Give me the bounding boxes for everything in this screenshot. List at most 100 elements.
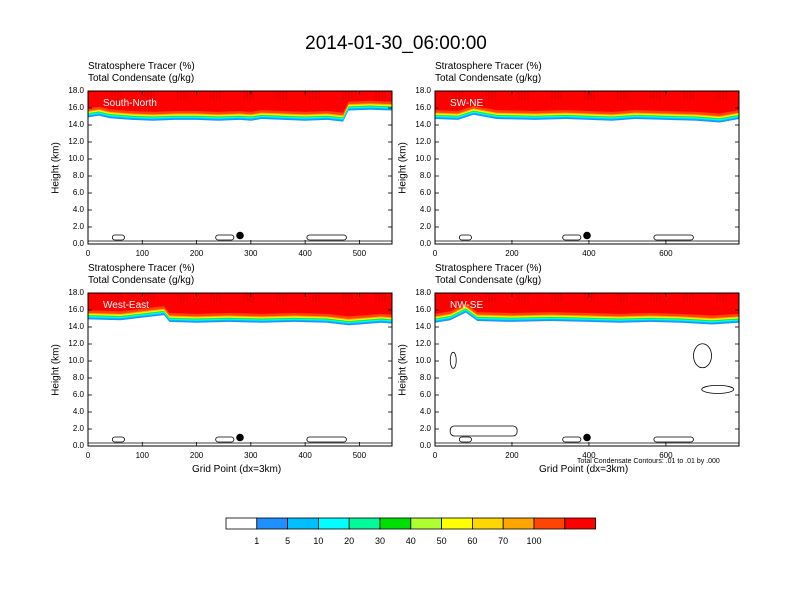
colorbar bbox=[225, 517, 596, 530]
tracer-band-max bbox=[435, 91, 739, 114]
y-tick-label: 18.0 bbox=[415, 288, 431, 297]
condensate-contour bbox=[562, 436, 582, 443]
x-axis-label: Grid Point (dx=3km) bbox=[539, 464, 629, 475]
y-tick-label: 10.0 bbox=[68, 356, 84, 365]
colorbar-label: 1 bbox=[254, 536, 260, 546]
y-tick-label: 2.0 bbox=[72, 222, 84, 231]
x-tick-label: 600 bbox=[659, 451, 673, 460]
y-tick-label: 18.0 bbox=[415, 86, 431, 95]
y-tick-label: 4.0 bbox=[72, 407, 84, 416]
x-tick-label: 600 bbox=[659, 249, 673, 258]
y-tick-label: 2.0 bbox=[72, 424, 84, 433]
y-tick-label: 12.0 bbox=[415, 339, 431, 348]
y-tick-label: 6.0 bbox=[72, 390, 84, 399]
panel-name: SW-NE bbox=[450, 98, 484, 109]
colorbar-swatch bbox=[471, 517, 504, 530]
x-tick-label: 200 bbox=[189, 451, 204, 460]
colorbar-label: 50 bbox=[436, 536, 447, 546]
plot-frame bbox=[87, 90, 393, 245]
field-label-condensate: Total Condensate (g/kg) bbox=[435, 73, 542, 84]
x-tick-label: 0 bbox=[85, 249, 91, 258]
condensate-contour bbox=[653, 234, 694, 241]
condensate-contour bbox=[215, 234, 235, 241]
x-tick-label: 200 bbox=[505, 451, 519, 460]
condensate-contour bbox=[693, 343, 712, 369]
x-tick-label: 300 bbox=[244, 451, 258, 460]
location-marker bbox=[583, 231, 591, 240]
y-tick-label: 10.0 bbox=[68, 154, 84, 163]
colorbar-label: 10 bbox=[313, 536, 324, 546]
panel-name: West-East bbox=[103, 300, 149, 311]
field-label-condensate: Total Condensate (g/kg) bbox=[88, 275, 195, 286]
y-tick-label: 4.0 bbox=[72, 205, 84, 214]
x-axis-label: Grid Point (dx=3km) bbox=[192, 464, 282, 475]
colorbar-swatch bbox=[502, 517, 535, 530]
field-label-condensate: Total Condensate (g/kg) bbox=[88, 73, 195, 84]
page-title: 2014-01-30_06:00:00 bbox=[305, 33, 487, 54]
condensate-contour bbox=[215, 436, 235, 443]
condensate-contour bbox=[449, 351, 457, 369]
colorbar-label: 60 bbox=[467, 536, 478, 546]
condensate-contour bbox=[458, 436, 472, 443]
x-tick-label: 400 bbox=[298, 249, 312, 258]
y-tick-label: 12.0 bbox=[68, 339, 84, 348]
panel-name: NW-SE bbox=[450, 300, 484, 311]
field-label-tracer: Stratosphere Tracer (%) bbox=[88, 61, 195, 72]
colorbar-label: 70 bbox=[498, 536, 509, 546]
location-marker bbox=[583, 433, 591, 442]
plot-frame bbox=[87, 292, 393, 447]
colorbar-swatch bbox=[287, 517, 319, 530]
panel-name: South-North bbox=[103, 98, 157, 109]
panel-sw-ne bbox=[434, 90, 740, 245]
y-axis-label: Height (km) bbox=[397, 343, 409, 396]
location-marker bbox=[236, 231, 244, 240]
x-tick-label: 300 bbox=[244, 249, 258, 258]
panel-plot-area bbox=[435, 91, 739, 244]
y-tick-label: 16.0 bbox=[68, 305, 84, 314]
y-tick-label: 0.0 bbox=[419, 441, 431, 450]
field-label-tracer: Stratosphere Tracer (%) bbox=[435, 263, 542, 274]
y-tick-label: 18.0 bbox=[68, 86, 84, 95]
condensate-contour bbox=[653, 436, 694, 443]
y-tick-label: 16.0 bbox=[68, 103, 84, 112]
x-tick-label: 500 bbox=[352, 249, 367, 258]
y-tick-label: 4.0 bbox=[419, 205, 431, 214]
y-tick-label: 14.0 bbox=[415, 322, 431, 331]
colorbar-swatch bbox=[317, 517, 350, 530]
y-axis-label: Height (km) bbox=[397, 141, 409, 194]
condensate-contour bbox=[449, 425, 518, 437]
colorbar-label: 100 bbox=[526, 536, 542, 546]
colorbar-swatch bbox=[533, 517, 566, 530]
condensate-contour bbox=[306, 234, 347, 241]
plot-frame bbox=[434, 292, 740, 447]
condensate-contour bbox=[562, 234, 582, 241]
x-tick-label: 100 bbox=[135, 249, 149, 258]
colorbar-label: 40 bbox=[405, 536, 416, 546]
y-tick-label: 16.0 bbox=[415, 103, 431, 112]
condensate-contour bbox=[111, 234, 125, 241]
y-tick-label: 6.0 bbox=[72, 188, 84, 197]
x-tick-label: 0 bbox=[432, 451, 438, 460]
x-tick-label: 400 bbox=[582, 451, 596, 460]
field-label-tracer: Stratosphere Tracer (%) bbox=[88, 263, 195, 274]
y-tick-label: 0.0 bbox=[72, 441, 84, 450]
tracer-band-max bbox=[435, 293, 739, 316]
colorbar-swatch bbox=[564, 517, 596, 530]
y-tick-label: 18.0 bbox=[68, 288, 84, 297]
y-tick-label: 8.0 bbox=[72, 171, 84, 180]
x-tick-label: 400 bbox=[582, 249, 596, 258]
x-tick-label: 0 bbox=[432, 249, 438, 258]
colorbar-swatch bbox=[348, 517, 381, 530]
x-tick-label: 0 bbox=[85, 451, 91, 460]
y-tick-label: 0.0 bbox=[72, 239, 84, 248]
colorbar-swatch bbox=[441, 517, 473, 530]
y-axis-label: Height (km) bbox=[50, 343, 62, 396]
colorbar-label: 30 bbox=[374, 536, 386, 546]
field-label-tracer: Stratosphere Tracer (%) bbox=[435, 61, 542, 72]
y-tick-label: 12.0 bbox=[68, 137, 84, 146]
panel-south-north bbox=[87, 90, 393, 245]
location-marker bbox=[236, 433, 244, 442]
y-tick-label: 12.0 bbox=[415, 137, 431, 146]
x-tick-label: 200 bbox=[189, 249, 204, 258]
